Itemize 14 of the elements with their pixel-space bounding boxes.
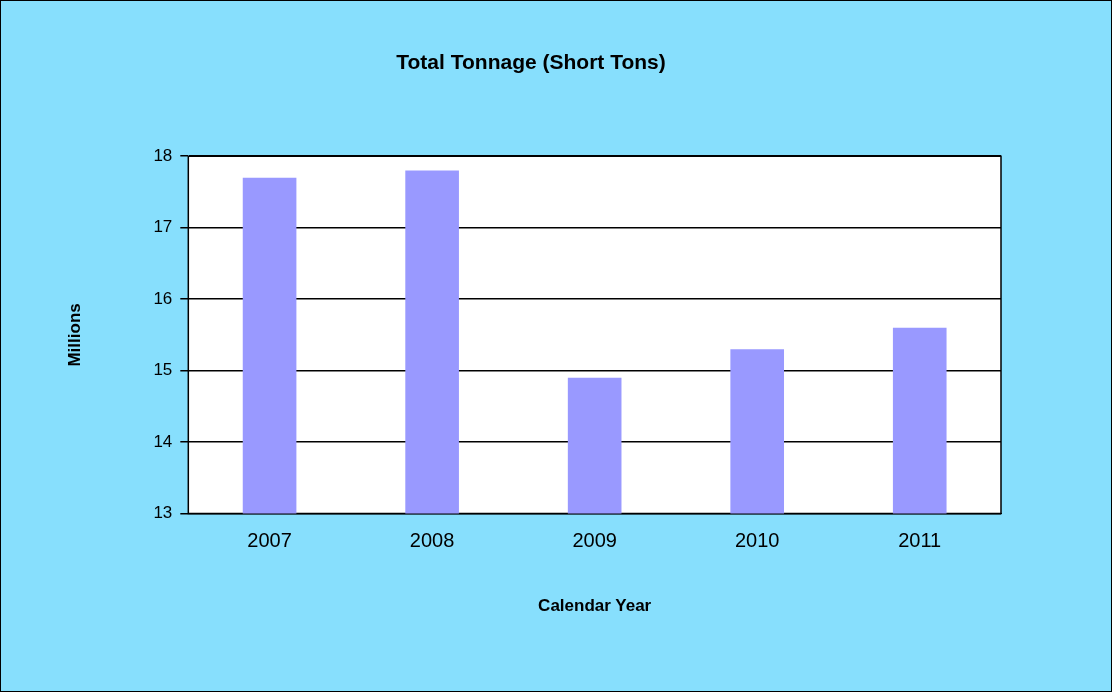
y-tick-label: 13	[153, 503, 173, 523]
x-tick-label: 2010	[734, 529, 780, 552]
y-axis-title: Millions	[64, 303, 84, 367]
y-tick-label: 16	[153, 288, 173, 308]
y-tick-label: 14	[153, 431, 173, 451]
y-tick-label: 18	[153, 145, 173, 165]
x-tick-label: 2007	[247, 529, 292, 552]
x-tick-label: 2008	[409, 529, 455, 552]
x-tick-label: 2011	[898, 529, 942, 552]
y-tick-label: 17	[153, 217, 173, 237]
chart-title: Total Tonnage (Short Tons)	[396, 50, 666, 74]
y-tick-label: 15	[153, 360, 173, 380]
x-tick-label: 2009	[572, 529, 617, 552]
x-axis-title: Calendar Year	[538, 596, 652, 616]
